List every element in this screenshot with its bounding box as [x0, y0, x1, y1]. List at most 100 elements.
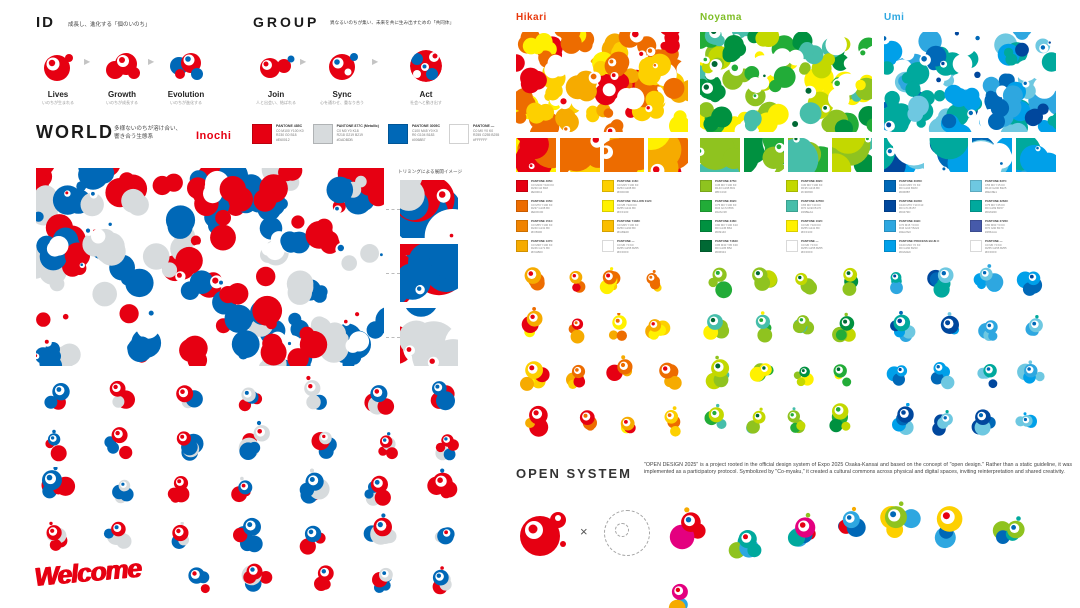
character	[304, 375, 328, 410]
character-row	[36, 466, 464, 508]
pantone-swatch: PANTONE — C0 M0 Y0 K0 R255 G255 B255 #FF…	[449, 124, 499, 144]
arrow-icon: ▶	[84, 57, 91, 66]
color-chip	[884, 240, 896, 252]
pantone-swatch: PANTONE 348C C90 M0 Y100 K10 R0 G145 B64 #0…	[700, 219, 786, 239]
color-chip	[970, 200, 982, 212]
variant-name-noyama: Noyama	[700, 12, 742, 23]
character	[787, 407, 806, 434]
character	[832, 312, 856, 343]
color-chip	[786, 240, 798, 252]
character	[892, 403, 914, 435]
pantone-swatch: PANTONE 485C C0 M100 Y100 K0 R230 G0 B18 #E…	[516, 179, 602, 199]
palette-name: Inochi	[196, 130, 232, 142]
pantone-swatch: PANTONE 3005C C100 M45 Y0 K0 R0 G104 B183 #…	[884, 179, 970, 199]
stage-caption: いのちが成長する	[106, 100, 138, 105]
color-chip	[700, 200, 712, 212]
stage-label: Evolution	[167, 90, 205, 99]
character	[521, 307, 543, 338]
character	[167, 476, 190, 503]
character	[430, 381, 455, 411]
character	[838, 506, 866, 537]
welcome-lettering: Welcome	[33, 552, 143, 593]
character	[645, 319, 671, 340]
pantone-swatch: PANTONE 151C C0 M55 Y100 K0 R240 G131 B0 #F…	[516, 219, 602, 239]
ghost-eye	[615, 523, 629, 537]
character	[728, 530, 762, 559]
color-chip	[602, 220, 614, 232]
arrow-icon: ▶	[148, 57, 155, 66]
character	[886, 365, 908, 386]
character	[880, 501, 921, 539]
character	[232, 517, 263, 553]
pattern-crop	[744, 138, 784, 172]
stage-act: Act 社会へと動き出す	[394, 90, 458, 106]
pantone-swatch: PANTONE 116C C0 M15 Y100 K0 R253 G208 B0 #F…	[602, 179, 688, 199]
color-chip	[884, 180, 896, 192]
character	[890, 272, 903, 295]
stage-sync: Sync 心を通わせ、重なり合う	[310, 90, 374, 106]
character	[1017, 360, 1045, 384]
co-myaku-character	[520, 512, 566, 556]
character	[932, 410, 953, 436]
character	[787, 513, 816, 548]
character	[371, 567, 393, 593]
pantone-swatch: PANTONE 362C C75 M0 Y100 K0 R34 G172 B56 #2…	[700, 199, 786, 219]
character	[579, 410, 597, 431]
character	[599, 267, 621, 295]
color-chip	[970, 240, 982, 252]
character	[300, 525, 326, 555]
open-character-row	[664, 498, 1076, 608]
pantone-swatch: PANTONE 137C C0 M38 Y100 K0 R246 G171 B0 #F…	[516, 239, 602, 259]
character	[103, 427, 132, 460]
act-icon	[410, 50, 442, 82]
pantone-swatch: PANTONE 3262C C75 M0 Y45 K0 R0 G169 B157 #0…	[970, 199, 1056, 219]
pantone-swatch: PANTONE 2945C C100 M70 Y10 K10 R0 G71 B157…	[884, 199, 970, 219]
hikari-character-grid	[516, 262, 688, 442]
character	[703, 314, 730, 340]
world-swatch-row: PANTONE 485C C0 M100 Y100 K0 R230 G0 B18…	[252, 124, 499, 144]
pantone-swatch: PANTONE — C0 M0 Y0 K0 R255 G255 B255 #FFFFF…	[602, 239, 688, 259]
stage-caption: いのちが進化する	[170, 100, 202, 105]
world-section-subtitle: 多様ないのちが溶け合い、 響き合う生態系	[114, 126, 181, 141]
pantone-swatch: PANTONE YELLOW 012C C0 M5 Y100 K0 R255 G24…	[602, 199, 688, 219]
world-subtitle-line1: 多様ないのちが溶け合い、	[114, 126, 182, 132]
color-chip	[970, 180, 982, 192]
color-chip	[516, 240, 528, 252]
dashed-connector	[386, 337, 400, 338]
pantone-swatch: PANTONE 7408C C0 M25 Y100 K0 R250 G190 B0 #…	[602, 219, 688, 239]
character	[668, 583, 688, 608]
ghost-outline	[604, 510, 650, 556]
character	[705, 355, 730, 390]
group-section-title: GROUP	[253, 14, 320, 30]
character	[829, 403, 851, 433]
pattern-crop	[788, 138, 828, 172]
pantone-swatch: PANTONE 7484C C95 M30 Y95 K30 R0 G105 B52 #…	[700, 239, 786, 259]
character	[241, 563, 273, 592]
character	[608, 313, 627, 341]
character-row	[36, 374, 464, 417]
pattern-crop	[560, 138, 600, 172]
stage-label: Sync	[332, 90, 352, 99]
umi-pattern	[884, 32, 1056, 132]
character	[792, 315, 815, 335]
character	[568, 318, 585, 344]
stage-label: Join	[267, 90, 285, 99]
character	[1025, 315, 1043, 336]
character	[171, 522, 189, 549]
hikari-pattern	[516, 32, 688, 132]
character	[606, 355, 633, 381]
color-chip	[602, 180, 614, 192]
growth-icon	[106, 53, 140, 79]
character	[45, 429, 67, 462]
character	[1016, 271, 1043, 296]
character	[175, 385, 203, 409]
character-row	[180, 556, 460, 598]
pattern-crop	[972, 138, 1012, 172]
character	[890, 310, 916, 342]
character	[427, 468, 458, 499]
color-chip	[602, 240, 614, 252]
id-section-title: ID	[36, 14, 55, 31]
variant-name-umi: Umi	[884, 12, 905, 23]
character	[646, 270, 662, 292]
pattern-crop	[400, 180, 458, 238]
